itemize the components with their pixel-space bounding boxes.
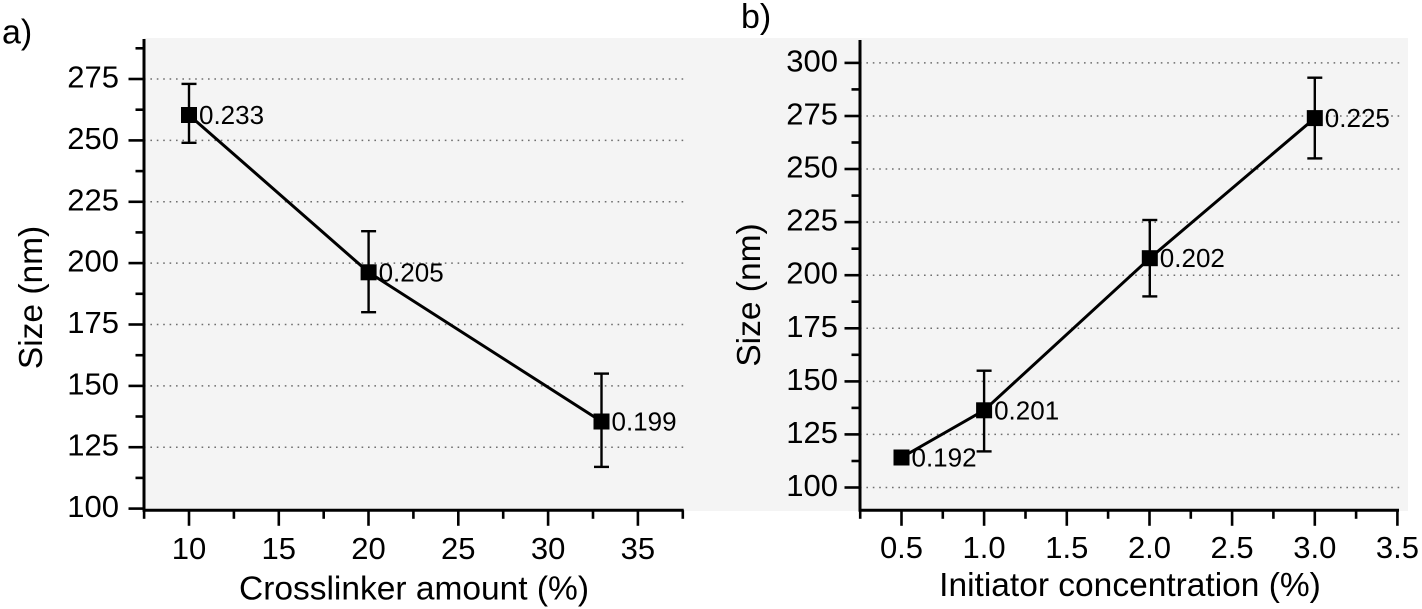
svg-text:10: 10 xyxy=(172,531,206,566)
svg-text:1.5: 1.5 xyxy=(1045,530,1088,565)
svg-text:Crosslinker amount (%): Crosslinker amount (%) xyxy=(239,571,589,608)
svg-text:15: 15 xyxy=(262,531,296,566)
svg-text:Size (nm): Size (nm) xyxy=(731,223,768,366)
svg-text:100: 100 xyxy=(786,468,838,503)
svg-text:0.5: 0.5 xyxy=(880,530,923,565)
svg-text:125: 125 xyxy=(67,428,119,463)
svg-text:b): b) xyxy=(741,0,771,36)
svg-text:200: 200 xyxy=(786,256,838,291)
svg-text:175: 175 xyxy=(67,305,119,340)
svg-text:30: 30 xyxy=(531,531,565,566)
svg-text:1.0: 1.0 xyxy=(963,530,1006,565)
svg-text:125: 125 xyxy=(786,415,838,450)
svg-text:0.225: 0.225 xyxy=(1325,103,1390,133)
svg-text:0.192: 0.192 xyxy=(912,443,977,473)
svg-text:3.0: 3.0 xyxy=(1293,530,1336,565)
svg-text:250: 250 xyxy=(786,150,838,185)
svg-text:Initiator concentration (%): Initiator concentration (%) xyxy=(939,567,1321,604)
svg-text:225: 225 xyxy=(67,182,119,217)
svg-text:200: 200 xyxy=(67,244,119,279)
svg-text:0.199: 0.199 xyxy=(612,407,677,437)
svg-text:175: 175 xyxy=(786,309,838,344)
svg-text:35: 35 xyxy=(621,531,655,566)
svg-text:a): a) xyxy=(2,14,32,52)
svg-text:0.202: 0.202 xyxy=(1160,243,1225,273)
svg-text:275: 275 xyxy=(67,60,119,95)
svg-text:0.205: 0.205 xyxy=(379,257,444,287)
svg-text:3.5: 3.5 xyxy=(1376,530,1419,565)
svg-text:100: 100 xyxy=(67,489,119,524)
svg-text:Size (nm): Size (nm) xyxy=(13,226,50,369)
svg-text:150: 150 xyxy=(67,366,119,401)
svg-text:2.0: 2.0 xyxy=(1128,530,1171,565)
svg-text:300: 300 xyxy=(786,43,838,78)
svg-text:225: 225 xyxy=(786,203,838,238)
svg-text:250: 250 xyxy=(67,121,119,156)
svg-text:0.233: 0.233 xyxy=(199,100,264,130)
svg-text:25: 25 xyxy=(441,531,475,566)
svg-text:20: 20 xyxy=(351,531,385,566)
svg-text:150: 150 xyxy=(786,362,838,397)
svg-text:0.201: 0.201 xyxy=(994,395,1059,425)
svg-text:2.5: 2.5 xyxy=(1211,530,1254,565)
svg-text:275: 275 xyxy=(786,97,838,132)
